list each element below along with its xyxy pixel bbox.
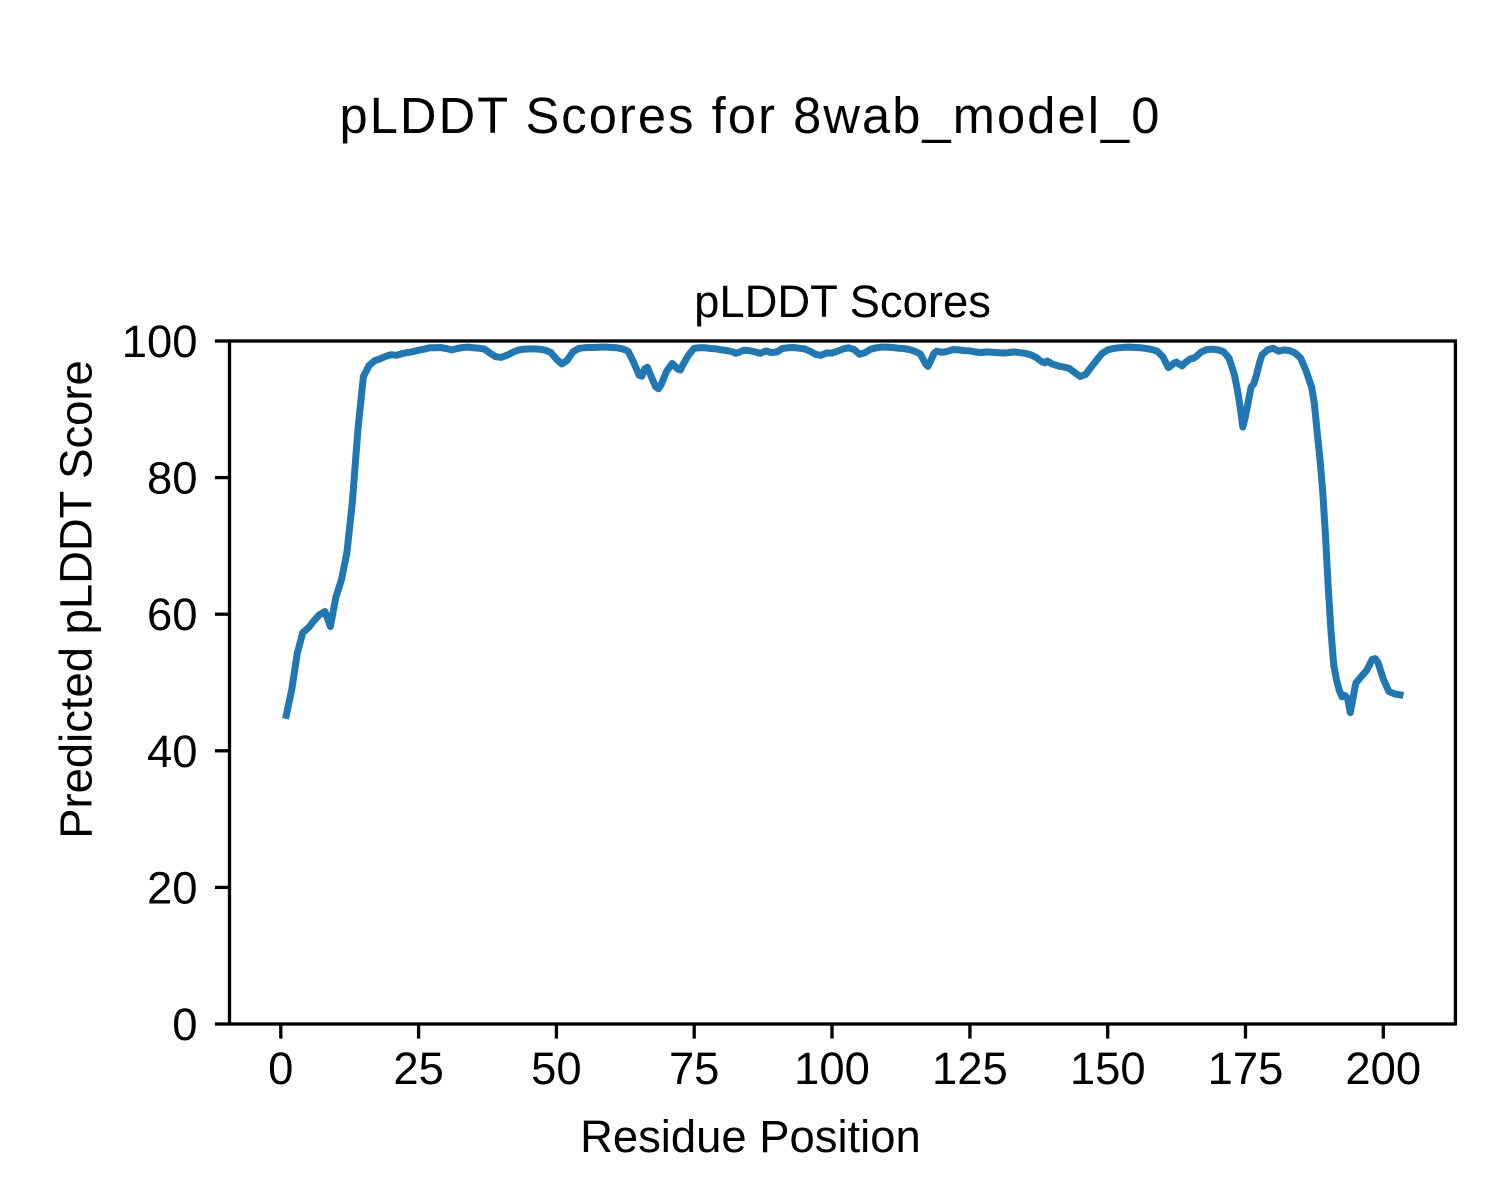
svg-text:60: 60 [147,589,198,640]
svg-text:25: 25 [393,1043,444,1094]
svg-text:pLDDT Scores for 8wab_model_0: pLDDT Scores for 8wab_model_0 [339,87,1161,144]
svg-text:pLDDT Scores: pLDDT Scores [694,276,991,327]
svg-text:20: 20 [147,862,198,913]
svg-text:50: 50 [531,1043,582,1094]
svg-text:150: 150 [1070,1043,1146,1094]
svg-text:125: 125 [932,1043,1008,1094]
svg-text:0: 0 [268,1043,293,1094]
svg-text:Residue Position: Residue Position [580,1111,921,1162]
svg-text:175: 175 [1208,1043,1284,1094]
svg-text:100: 100 [122,316,198,367]
svg-text:Predicted pLDDT Score: Predicted pLDDT Score [51,360,102,839]
svg-text:0: 0 [172,999,197,1050]
svg-text:100: 100 [794,1043,870,1094]
svg-text:75: 75 [669,1043,720,1094]
svg-text:80: 80 [147,453,198,504]
svg-text:200: 200 [1345,1043,1421,1094]
svg-text:40: 40 [147,726,198,777]
